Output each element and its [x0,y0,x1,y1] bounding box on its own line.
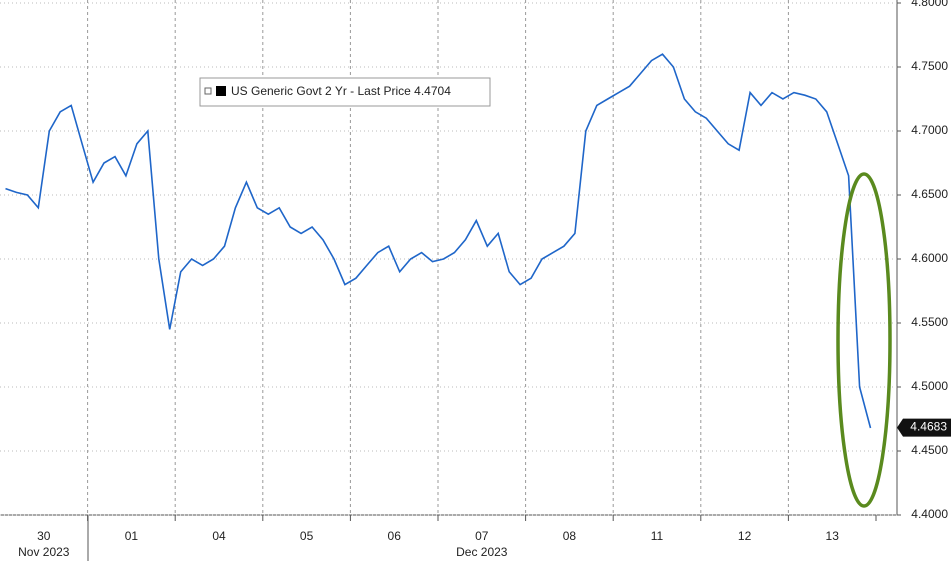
y-tick-label: 4.7000 [911,123,948,137]
y-tick-label: 4.7500 [911,59,948,73]
x-tick-label: 11 [651,529,664,543]
last-price-label: 4.4683 [910,420,947,434]
highlight-ellipse [836,172,892,508]
last-price-tag [897,418,951,437]
legend-swatch [216,86,226,96]
x-tick-label: 30 [37,529,51,543]
x-tick-label: 04 [212,529,226,543]
x-tick-label: 08 [563,529,577,543]
x-group-label: Dec 2023 [456,545,508,559]
x-tick-label: 12 [738,529,752,543]
y-tick-label: 4.8000 [911,0,948,9]
x-tick-label: 05 [300,529,314,543]
legend-box [199,77,491,107]
price-line [5,53,872,429]
legend-label: US Generic Govt 2 Yr - Last Price 4.4704 [231,84,451,98]
x-tick-label: 07 [475,529,489,543]
x-tick-label: 13 [826,529,840,543]
legend: US Generic Govt 2 Yr - Last Price 4.4704 [199,77,491,107]
x-tick-label: 01 [125,529,139,543]
legend-toggle [204,87,212,95]
x-tick-label: 06 [388,529,402,543]
y-tick-label: 4.5500 [911,315,948,329]
y-tick-label: 4.6000 [911,251,948,265]
y-tick-label: 4.5000 [911,379,948,393]
x-group-label: Nov 2023 [18,545,70,559]
y-tick-label: 4.4000 [911,507,948,521]
y-tick-label: 4.6500 [911,187,948,201]
y-tick-label: 4.4500 [911,443,948,457]
